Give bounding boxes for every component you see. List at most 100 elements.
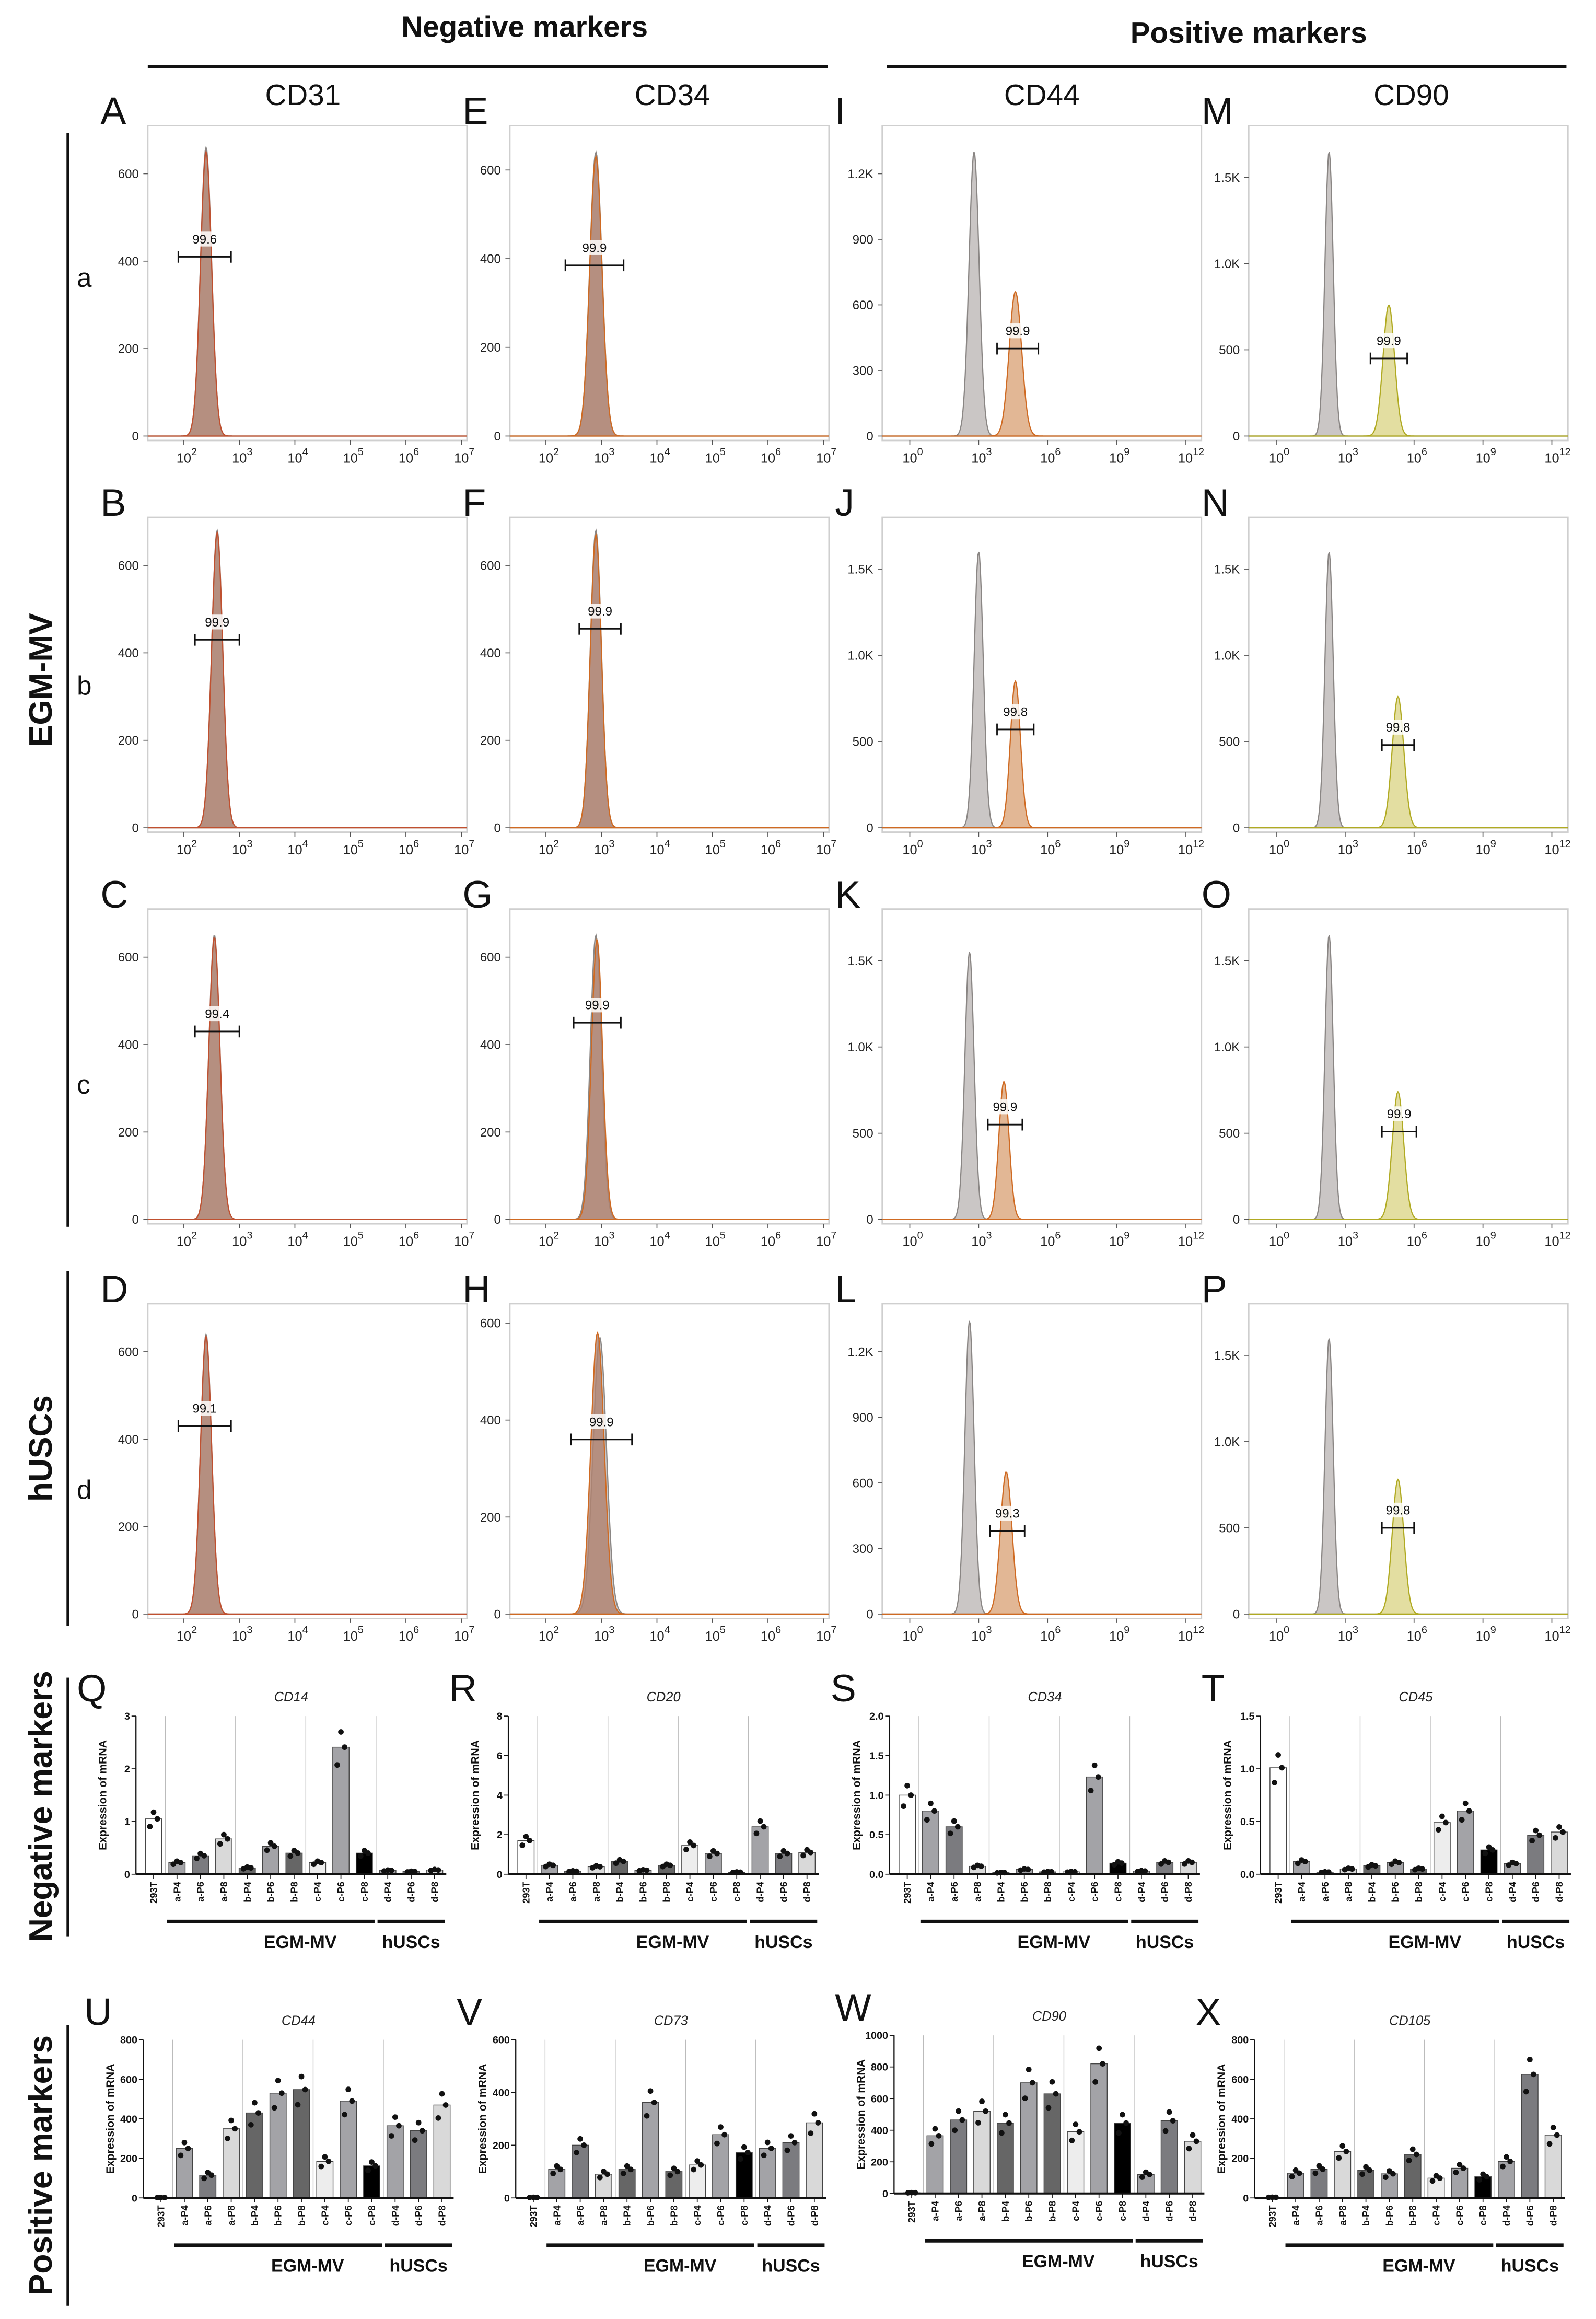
data-point: [1022, 2095, 1028, 2101]
data-point: [1193, 2138, 1199, 2144]
x-tick-label: c-P8: [731, 1882, 742, 1902]
x-tick-base: 10: [649, 1629, 664, 1644]
plot-frame: [1248, 908, 1569, 1225]
x-tick-exponent: 3: [986, 838, 992, 850]
data-point: [1096, 2045, 1102, 2051]
x-tick-label: d-P8: [1554, 1882, 1565, 1903]
x-tick-label: 293T: [902, 1881, 913, 1904]
y-tick-label: 900: [853, 233, 873, 247]
x-tick-base: 10: [399, 451, 413, 466]
x-tick-label: 102: [177, 1230, 197, 1249]
x-tick-exponent: 0: [917, 1625, 923, 1636]
x-tick-exponent: 5: [358, 1625, 364, 1636]
y-tick-label: 400: [118, 646, 139, 660]
x-tick-label: d-P8: [1187, 2201, 1198, 2222]
x-tick-base: 10: [594, 1235, 609, 1249]
data-point: [1429, 2178, 1436, 2184]
y-tick-label: 1.0K: [1214, 257, 1240, 271]
x-tick-label: a-P8: [1343, 1882, 1354, 1902]
data-point: [1560, 1829, 1566, 1835]
y-tick-label: 500: [853, 1127, 873, 1141]
data-point: [710, 1848, 716, 1854]
group-label: EGM-MV: [264, 1932, 337, 1952]
y-tick-label: 0: [132, 821, 139, 836]
x-tick-label: 1012: [1544, 1230, 1570, 1249]
x-tick-label: 100: [1269, 838, 1289, 857]
x-tick-exponent: 4: [302, 838, 308, 850]
x-tick-label: b-P8: [296, 2205, 307, 2226]
x-tick-label: c-P4: [319, 2205, 330, 2226]
header-underline-positive: [887, 65, 1567, 67]
x-tick-base: 10: [287, 1629, 302, 1644]
x-tick-base: 10: [1544, 843, 1559, 857]
data-point: [683, 1847, 689, 1852]
x-tick-base: 10: [594, 1629, 609, 1644]
x-tick-base: 10: [649, 1235, 664, 1249]
x-tick-label: 1012: [1544, 838, 1570, 857]
x-tick-base: 10: [287, 451, 302, 466]
group-label: hUSCs: [390, 2256, 448, 2276]
histogram-curve-control: [147, 528, 467, 829]
x-tick-exponent: 3: [1353, 1625, 1358, 1636]
histogram-curve-control: [882, 950, 1202, 1220]
data-point: [1138, 1868, 1145, 1874]
panel-letter: U: [84, 1990, 112, 2033]
group-label: EGM-MV: [1389, 1932, 1462, 1952]
x-tick-label: 104: [287, 1230, 308, 1249]
panel-letter: I: [835, 89, 845, 133]
data-point: [667, 2172, 673, 2178]
x-tick-exponent: 6: [1055, 1625, 1061, 1636]
column-title-cd31: CD31: [265, 79, 341, 112]
data-point: [1166, 2109, 1172, 2115]
x-tick-label: 1012: [1178, 446, 1204, 466]
chart-title: CD20: [647, 1690, 681, 1705]
x-tick-exponent: 12: [1193, 446, 1204, 458]
data-point: [1073, 2121, 1079, 2127]
x-tick-base: 10: [705, 451, 720, 466]
data-point: [271, 2105, 277, 2111]
data-point: [1345, 1865, 1352, 1871]
data-point: [392, 2114, 398, 2120]
y-tick-label: 0: [1233, 430, 1240, 444]
x-tick-base: 10: [1109, 451, 1124, 466]
x-tick-label: c-P8: [359, 1882, 370, 1902]
x-tick-exponent: 4: [302, 1230, 308, 1241]
plot-frame: [147, 125, 468, 442]
x-tick-label: c-P8: [366, 2205, 377, 2225]
panel-letter: C: [100, 873, 128, 916]
x-tick-label: a-P6: [575, 2205, 586, 2225]
histogram-curve-cd44: [882, 1471, 1202, 1615]
x-tick-exponent: 7: [469, 1230, 474, 1241]
bar-b-P4: [996, 2123, 1014, 2194]
gate-label-bg: [581, 240, 608, 255]
data-point: [952, 2127, 958, 2134]
y-tick-label: 0.0: [1240, 1869, 1255, 1881]
y-tick-label: 1.5K: [847, 954, 873, 968]
panel-letter: E: [462, 89, 488, 133]
x-tick-label: d-P4: [1501, 2205, 1512, 2227]
data-point: [419, 2128, 425, 2134]
y-tick-label: 1.5K: [1214, 1349, 1240, 1363]
data-point: [201, 2175, 207, 2182]
x-tick-exponent: 3: [986, 446, 992, 458]
group-bracket-husc: [66, 1271, 69, 1626]
histogram-curve-control: [509, 933, 829, 1220]
x-tick-label: b-P4: [622, 2205, 633, 2227]
panel-letter: O: [1202, 873, 1231, 916]
x-tick-label: c-P4: [692, 2205, 703, 2226]
x-tick-exponent: 3: [609, 1625, 614, 1636]
y-tick-label: 0: [132, 1213, 139, 1227]
x-tick-base: 10: [1109, 1235, 1124, 1249]
data-point: [1069, 2137, 1075, 2143]
y-tick-label: 1.5K: [1214, 563, 1240, 577]
x-tick-base: 10: [1269, 1235, 1284, 1249]
x-tick-label: d-P6: [413, 2205, 424, 2226]
y-tick-label: 1.5K: [1214, 954, 1240, 968]
y-tick-label: 0: [132, 430, 139, 444]
plot-frame: [147, 908, 468, 1225]
y-tick-label: 600: [118, 167, 139, 181]
x-tick-label: d-P8: [437, 2205, 448, 2226]
data-point: [932, 2126, 938, 2132]
